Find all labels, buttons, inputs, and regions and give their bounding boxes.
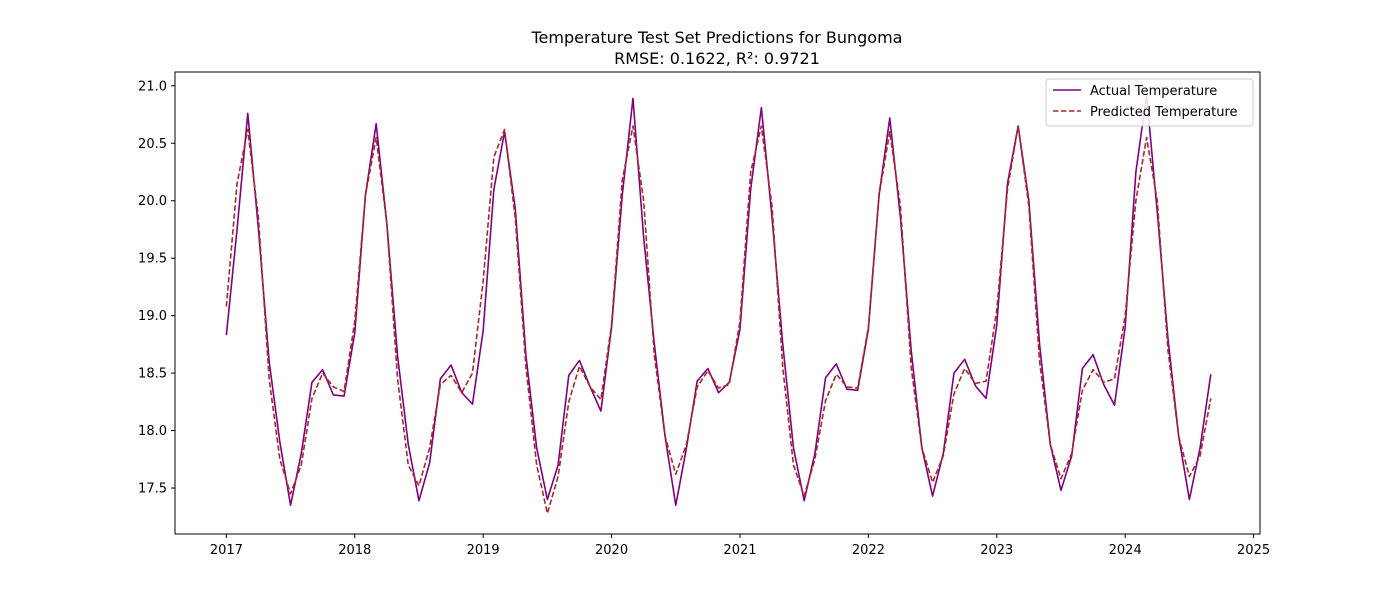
predicted-temperature-line bbox=[225, 125, 1212, 515]
x-tick-label: 2025 bbox=[1237, 543, 1270, 558]
x-tick-label: 2018 bbox=[338, 543, 371, 558]
y-tick-label: 18.0 bbox=[138, 424, 167, 439]
plot-area bbox=[175, 72, 1260, 534]
series-layer bbox=[225, 94, 1212, 515]
y-tick-label: 21.0 bbox=[138, 79, 167, 94]
y-tick-label: 17.5 bbox=[138, 482, 167, 497]
y-tick-label: 18.5 bbox=[138, 367, 167, 382]
x-tick-label: 2021 bbox=[723, 543, 756, 558]
x-tick-label: 2024 bbox=[1109, 543, 1142, 558]
plot-frame bbox=[174, 71, 1261, 535]
x-tick-label: 2019 bbox=[467, 543, 500, 558]
legend: Actual Temperature Predicted Temperature bbox=[1045, 78, 1254, 127]
x-tick-label: 2023 bbox=[980, 543, 1013, 558]
x-tick-label: 2017 bbox=[210, 543, 243, 558]
y-tick-label: 20.5 bbox=[138, 137, 167, 152]
x-tick-label: 2022 bbox=[852, 543, 885, 558]
legend-box bbox=[1045, 78, 1254, 127]
chart-title: Temperature Test Set Predictions for Bun… bbox=[531, 28, 903, 47]
y-tick-label: 19.0 bbox=[138, 309, 167, 324]
y-axis-ticks: 17.5 18.0 18.5 19.0 19.5 20.0 20.5 21.0 bbox=[138, 79, 175, 497]
x-tick-label: 2020 bbox=[595, 543, 628, 558]
legend-label-predicted: Predicted Temperature bbox=[1090, 105, 1238, 120]
y-tick-label: 19.5 bbox=[138, 252, 167, 267]
chart-subtitle: RMSE: 0.1622, R²: 0.9721 bbox=[614, 49, 820, 68]
y-tick-label: 20.0 bbox=[138, 194, 167, 209]
x-axis-ticks: 2017 2018 2019 2020 2021 2022 2023 2024 2025 bbox=[210, 534, 1270, 558]
legend-label-actual: Actual Temperature bbox=[1090, 84, 1217, 99]
